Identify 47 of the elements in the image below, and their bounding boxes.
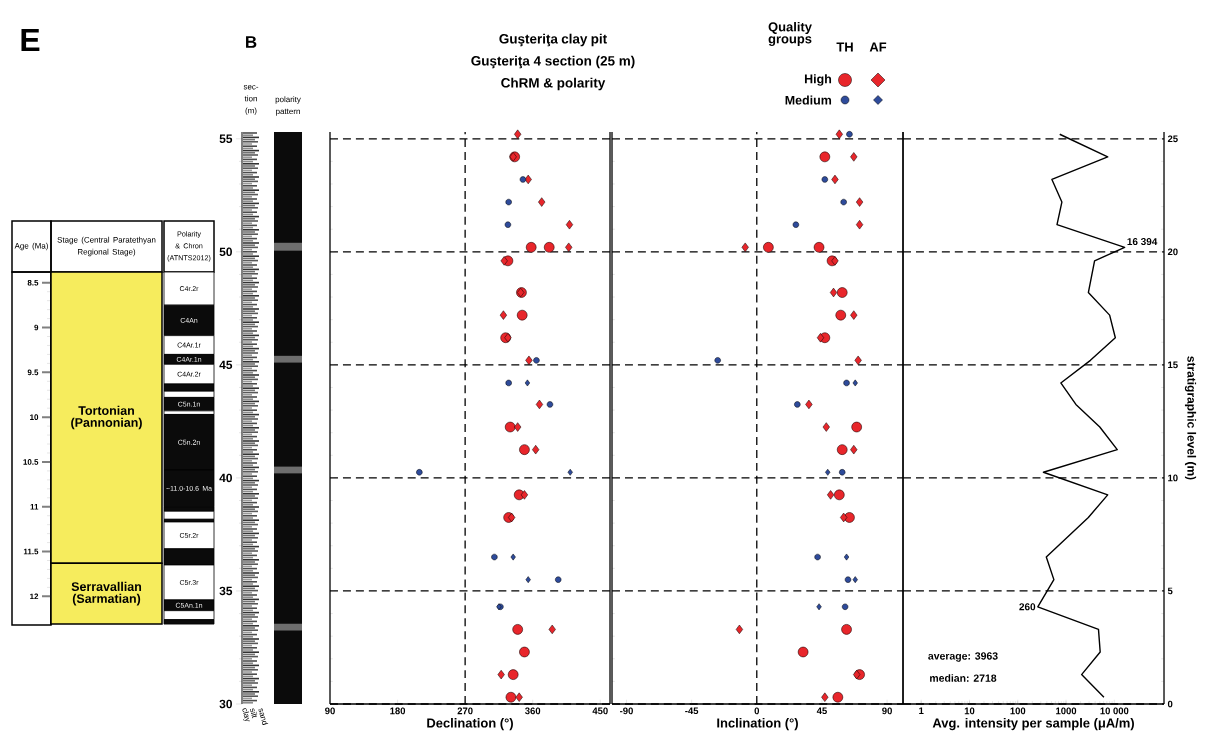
x-tick-label: 1	[919, 707, 924, 715]
y-tick-label: 10	[1168, 474, 1178, 482]
y-tick-label: 15	[1168, 361, 1178, 369]
y-axis-title: stratigraphic level (m)	[1184, 356, 1197, 480]
y-tick-label: 40	[219, 473, 232, 483]
annotation: 16 394	[1127, 238, 1158, 246]
text: TH	[836, 42, 853, 52]
annotation: 260	[1019, 603, 1036, 611]
chart-title: Guşteriţa clay pit	[499, 33, 607, 47]
text: AF	[869, 42, 887, 52]
x-tick-label: 45	[816, 707, 827, 715]
x-tick-label: 0	[754, 707, 760, 715]
x-tick-label: 360	[525, 707, 541, 715]
y-tick-label: 30	[219, 699, 232, 709]
y-tick-label: 50	[219, 247, 232, 257]
x-tick-label: 90	[882, 707, 892, 715]
x-axis-title: Declination (°)	[427, 718, 513, 731]
series-label: Tortonian (Pannonian)	[71, 405, 142, 430]
y-tick-label: 25	[1167, 135, 1178, 143]
y-tick-label: 35	[219, 586, 233, 596]
y-tick-label: 0	[1167, 700, 1173, 708]
x-axis-title: Inclination (°)	[717, 718, 798, 731]
x-tick-label: 100	[1010, 707, 1026, 715]
x-tick-label: 1000	[1056, 707, 1077, 715]
x-tick-label: 180	[390, 707, 406, 715]
series-label: Serravallian (Sarmatian)	[71, 581, 142, 606]
x-tick-label: 270	[457, 707, 473, 715]
x-tick-label: 10 000	[1100, 707, 1129, 715]
annotation: average: 3963	[928, 652, 998, 662]
legend-label: High	[804, 74, 832, 86]
text: ChRM & polarity	[501, 77, 606, 91]
x-tick-label: -45	[685, 707, 699, 715]
x-tick-label: 10	[964, 707, 975, 715]
annotation: median: 2718	[930, 674, 997, 682]
text: E	[21, 29, 40, 51]
y-tick-label: 20	[1167, 248, 1178, 256]
legend-label: Medium	[785, 95, 832, 105]
x-tick-label: 90	[325, 707, 335, 715]
x-tick-label: -90	[620, 707, 633, 715]
y-tick-label: 45	[219, 360, 233, 370]
y-tick-label: 55	[219, 134, 233, 143]
y-tick-label: 5	[1167, 587, 1173, 595]
x-axis-title: Avg. intensity per sample (μA/m)	[932, 718, 1134, 731]
legend-title: Quality groups	[768, 21, 812, 47]
chart-subtitle: Guşteriţa 4 section (25 m)	[471, 55, 635, 69]
x-tick-label: 450	[592, 707, 608, 715]
text: B	[246, 36, 257, 48]
